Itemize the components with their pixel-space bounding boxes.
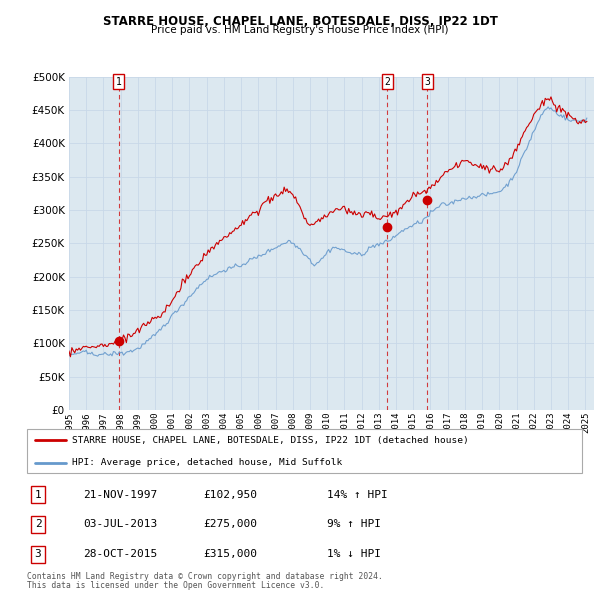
Text: 1: 1 — [35, 490, 41, 500]
Text: HPI: Average price, detached house, Mid Suffolk: HPI: Average price, detached house, Mid … — [71, 458, 342, 467]
Text: 28-OCT-2015: 28-OCT-2015 — [83, 549, 157, 559]
Text: 1% ↓ HPI: 1% ↓ HPI — [327, 549, 381, 559]
Text: This data is licensed under the Open Government Licence v3.0.: This data is licensed under the Open Gov… — [27, 581, 325, 589]
Text: Price paid vs. HM Land Registry's House Price Index (HPI): Price paid vs. HM Land Registry's House … — [151, 25, 449, 35]
Text: 2: 2 — [385, 77, 391, 87]
Text: £315,000: £315,000 — [203, 549, 257, 559]
FancyBboxPatch shape — [27, 429, 582, 473]
Text: 03-JUL-2013: 03-JUL-2013 — [83, 519, 157, 529]
Text: 3: 3 — [35, 549, 41, 559]
Text: £102,950: £102,950 — [203, 490, 257, 500]
Text: 21-NOV-1997: 21-NOV-1997 — [83, 490, 157, 500]
Text: 14% ↑ HPI: 14% ↑ HPI — [327, 490, 388, 500]
Text: 3: 3 — [424, 77, 430, 87]
Text: Contains HM Land Registry data © Crown copyright and database right 2024.: Contains HM Land Registry data © Crown c… — [27, 572, 383, 581]
Text: STARRE HOUSE, CHAPEL LANE, BOTESDALE, DISS, IP22 1DT: STARRE HOUSE, CHAPEL LANE, BOTESDALE, DI… — [103, 15, 497, 28]
Text: 2: 2 — [35, 519, 41, 529]
Text: 9% ↑ HPI: 9% ↑ HPI — [327, 519, 381, 529]
Text: £275,000: £275,000 — [203, 519, 257, 529]
Text: STARRE HOUSE, CHAPEL LANE, BOTESDALE, DISS, IP22 1DT (detached house): STARRE HOUSE, CHAPEL LANE, BOTESDALE, DI… — [71, 435, 469, 445]
Text: 1: 1 — [116, 77, 122, 87]
